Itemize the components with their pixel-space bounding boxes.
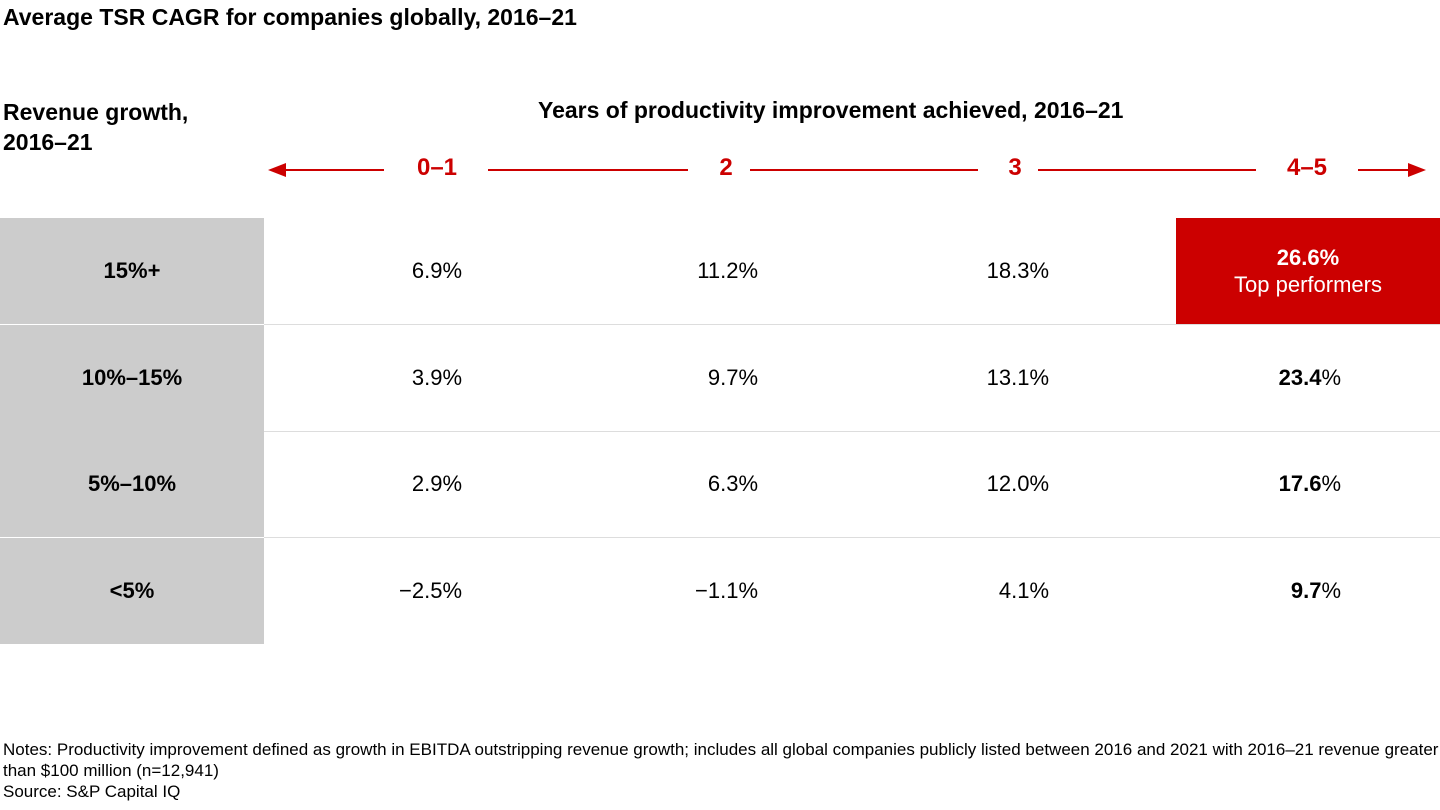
column-header: 4–5: [1286, 154, 1328, 181]
top-performers-label: Top performers: [1234, 272, 1382, 297]
percent-sign: %: [1029, 578, 1049, 603]
table-cell: 6.3%: [518, 431, 758, 537]
arrow-left-icon: [268, 163, 286, 177]
cell-value: −2.5: [399, 578, 443, 603]
percent-sign: %: [442, 578, 462, 603]
source-text: Source: S&P Capital IQ: [3, 782, 181, 801]
row-header: <5%: [0, 538, 264, 644]
table-cell: 11.2%: [518, 218, 758, 324]
cell-value: 2.9: [411, 471, 443, 496]
row-header: 10%–15%: [0, 325, 264, 431]
table-cell: 2.9%: [222, 431, 462, 537]
table-cell: 3.9%: [222, 325, 462, 431]
percent-sign: %: [738, 471, 758, 496]
table-cell: 12.0%: [809, 431, 1049, 537]
chart-title: Average TSR CAGR for companies globally,…: [3, 4, 577, 30]
cell-value: 17.6: [1278, 471, 1322, 496]
percent-sign: %: [738, 258, 758, 283]
row-axis-label: Revenue growth, 2016–21: [3, 99, 189, 155]
arrow-right-icon: [1408, 163, 1426, 177]
cell-value: 12.0: [986, 471, 1030, 496]
column-header: 2: [719, 154, 733, 181]
table-cell: 18.3%: [809, 218, 1049, 324]
notes-text: Notes: Productivity improvement defined …: [3, 740, 1439, 780]
percent-sign: %: [442, 258, 462, 283]
cell-value: 13.1: [986, 365, 1030, 390]
percent-sign: %: [1321, 365, 1341, 390]
row-header: 5%–10%: [0, 431, 264, 537]
percent-sign: %: [1319, 245, 1340, 270]
table-cell: 13.1%: [809, 325, 1049, 431]
cell-value: 26.6: [1276, 245, 1320, 270]
column-header: 3: [1008, 154, 1022, 181]
column-axis-arrow: [268, 163, 1426, 177]
column-axis-label: Years of productivity improvement achiev…: [538, 97, 1124, 123]
notes: Notes: Productivity improvement defined …: [3, 739, 1439, 802]
table-cell: −1.1%: [518, 538, 758, 644]
row-separator: [264, 537, 1440, 538]
table-cell: 23.4%: [1101, 325, 1341, 431]
table-cell: 6.9%: [222, 218, 462, 324]
cell-value: 18.3: [986, 258, 1030, 283]
row-separator: [264, 431, 1440, 432]
percent-sign: %: [442, 471, 462, 496]
cell-value: 6.3: [707, 471, 739, 496]
cell-value: −1.1: [695, 578, 739, 603]
row-separator: [264, 324, 1440, 325]
percent-sign: %: [1029, 258, 1049, 283]
table-cell: 17.6%: [1101, 431, 1341, 537]
row-header: 15%+: [0, 218, 264, 324]
cell-value: 23.4: [1278, 365, 1322, 390]
percent-sign: %: [1321, 578, 1341, 603]
percent-sign: %: [1321, 471, 1341, 496]
percent-sign: %: [738, 578, 758, 603]
table-cell: 9.7%: [518, 325, 758, 431]
table-cell: −2.5%: [222, 538, 462, 644]
cell-value: 9.7: [1290, 578, 1322, 603]
percent-sign: %: [442, 365, 462, 390]
cell-value: 4.1: [998, 578, 1030, 603]
percent-sign: %: [1029, 365, 1049, 390]
top-performers-cell: 26.6% Top performers: [1176, 218, 1440, 324]
cell-value: 6.9: [411, 258, 443, 283]
cell-value: 11.2: [697, 258, 739, 283]
percent-sign: %: [1029, 471, 1049, 496]
highlight-value: 26.6%: [1277, 244, 1339, 271]
table-cell: 4.1%: [809, 538, 1049, 644]
cell-value: 9.7: [707, 365, 739, 390]
cell-value: 3.9: [411, 365, 443, 390]
table-cell: 9.7%: [1101, 538, 1341, 644]
column-header: 0–1: [416, 154, 458, 181]
percent-sign: %: [738, 365, 758, 390]
